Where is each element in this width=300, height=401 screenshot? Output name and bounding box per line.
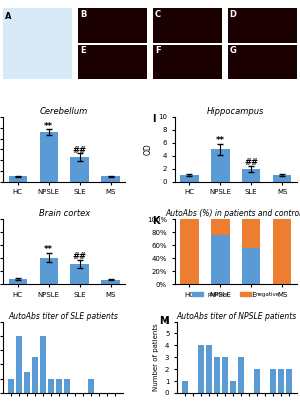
Title: Cerebellum: Cerebellum [40, 107, 88, 116]
Bar [101, 176, 120, 182]
Bar [242, 219, 260, 249]
Bar [70, 264, 89, 284]
Text: M: M [159, 316, 169, 326]
Title: Brain cortex: Brain cortex [39, 209, 90, 219]
Bar [101, 279, 120, 284]
Y-axis label: OD: OD [143, 144, 152, 155]
Text: **: ** [44, 245, 53, 254]
Text: B: B [80, 10, 86, 19]
Text: G: G [230, 47, 237, 55]
Text: ##: ## [73, 253, 87, 261]
Bar [211, 219, 230, 235]
Text: ##: ## [73, 146, 87, 154]
Title: AutoAbs titer of SLE patients: AutoAbs titer of SLE patients [8, 312, 118, 321]
Bar [273, 219, 291, 284]
Bar [198, 345, 204, 393]
Bar [206, 345, 212, 393]
Bar [270, 369, 276, 393]
Title: AutoAbs (%) in patients and controls: AutoAbs (%) in patients and controls [166, 209, 300, 219]
Text: C: C [155, 10, 161, 19]
Y-axis label: Number of patients: Number of patients [153, 324, 159, 391]
Title: AutoAbs titer of NPSLE patients: AutoAbs titer of NPSLE patients [177, 312, 297, 321]
Bar [180, 175, 199, 182]
Legend: positive, negative: positive, negative [190, 290, 282, 300]
Text: **: ** [216, 136, 225, 146]
Text: I: I [152, 113, 156, 124]
Bar [24, 372, 30, 393]
Bar [64, 379, 70, 393]
Bar [286, 369, 292, 393]
Bar [214, 357, 220, 393]
Text: K: K [152, 216, 160, 226]
Bar [230, 381, 236, 393]
Bar [182, 381, 188, 393]
Bar [88, 379, 94, 393]
Bar [273, 175, 291, 182]
Bar [278, 369, 284, 393]
Bar [211, 235, 230, 284]
Bar [40, 257, 58, 284]
Text: F: F [155, 47, 161, 55]
Text: A: A [5, 12, 12, 20]
Bar [40, 336, 46, 393]
Bar [32, 357, 38, 393]
Text: E: E [80, 47, 86, 55]
Bar [222, 357, 228, 393]
Bar [242, 249, 260, 284]
Bar [9, 279, 27, 284]
Bar [242, 169, 260, 182]
Bar [238, 357, 244, 393]
Text: **: ** [44, 122, 53, 131]
Bar [180, 219, 199, 284]
Bar [40, 132, 58, 182]
Text: ##: ## [244, 158, 258, 167]
Text: D: D [230, 10, 237, 19]
Bar [254, 369, 260, 393]
Bar [70, 157, 89, 182]
Title: Hippocampus: Hippocampus [207, 107, 264, 116]
Bar [211, 149, 230, 182]
Bar [56, 379, 62, 393]
Bar [16, 336, 22, 393]
Bar [9, 176, 27, 182]
Bar [48, 379, 54, 393]
Bar [8, 379, 14, 393]
